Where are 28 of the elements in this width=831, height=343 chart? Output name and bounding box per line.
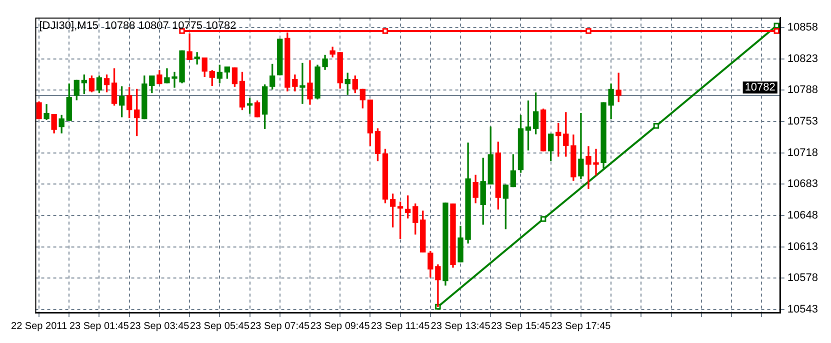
y-tick-label: 10543 bbox=[787, 303, 818, 316]
y-tick-label: 10578 bbox=[787, 272, 818, 284]
y-tick-label: 10788 bbox=[787, 84, 818, 96]
x-tick-label: 23 Sep 07:45 bbox=[250, 320, 310, 332]
point bbox=[774, 28, 780, 34]
x-tick-label: 23 Sep 13:45 bbox=[430, 320, 491, 332]
y-tick-label: 10858 bbox=[787, 21, 818, 34]
y-tick-label: 10648 bbox=[787, 209, 818, 222]
x-tick-label: 23 Sep 03:45 bbox=[130, 320, 190, 332]
point bbox=[540, 216, 546, 222]
x-tick-label: 23 Sep 05:45 bbox=[190, 320, 250, 332]
ref-line-label: 10782 bbox=[744, 82, 776, 94]
x-tick-label: 23 Sep 11:45 bbox=[370, 320, 430, 332]
point bbox=[586, 28, 592, 34]
x-tick-label: 22 Sep 2011 bbox=[11, 320, 68, 332]
chart-title: [DJI30],M15 10788 10807 10775 10782 bbox=[39, 20, 236, 32]
x-tick-label: 23 Sep 17:45 bbox=[551, 320, 612, 332]
x-tick-label: 23 Sep 15:45 bbox=[490, 320, 551, 332]
x-tick-label: 23 Sep 09:45 bbox=[310, 320, 370, 332]
y-tick-label: 10718 bbox=[787, 146, 818, 159]
y-tick-label: 10823 bbox=[787, 52, 818, 65]
y-tick-label: 10753 bbox=[787, 115, 818, 128]
x-tick-label: 23 Sep 01:45 bbox=[69, 320, 130, 332]
point bbox=[382, 28, 388, 34]
point bbox=[653, 123, 660, 129]
y-tick-label: 10613 bbox=[787, 240, 818, 253]
candlestick bbox=[300, 62, 306, 104]
y-tick-label: 10683 bbox=[787, 178, 818, 190]
